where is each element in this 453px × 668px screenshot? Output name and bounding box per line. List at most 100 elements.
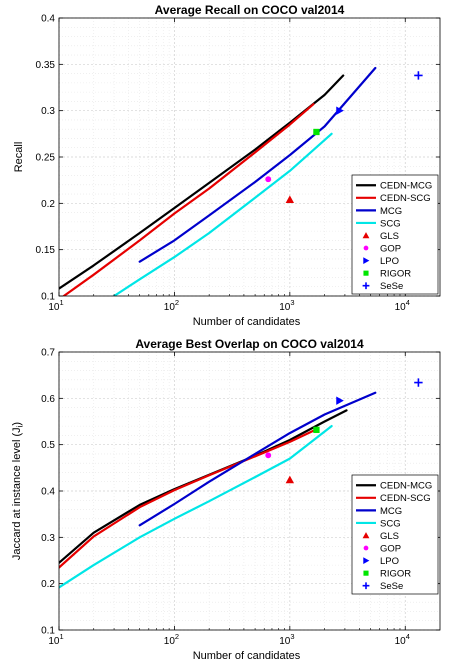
series-group (59, 66, 423, 296)
x-tick-label-exponent: 4 (406, 298, 410, 307)
y-tick-label: 0.2 (41, 199, 55, 210)
chart-title: Average Recall on COCO val2014 (155, 3, 345, 17)
x-tick-label: 102 (164, 298, 179, 313)
x-tick-label-exponent: 3 (290, 632, 294, 641)
y-tick-label: 0.25 (36, 153, 56, 164)
y-axis-label: Recall (13, 142, 25, 173)
x-tick-label: 104 (395, 632, 410, 647)
legend-label-cedn-scg: CEDN-SCG (380, 193, 431, 204)
x-tick-label: 103 (279, 298, 294, 313)
y-axis-label: Jaccard at instance level (Ji) (11, 422, 25, 560)
series-line-cedn-scg (59, 429, 315, 569)
x-tick-label: 103 (279, 632, 294, 647)
x-axis-label: Number of candidates (193, 650, 301, 662)
legend-marker-rigor (363, 570, 369, 576)
legend-label-mcg: MCG (380, 506, 402, 517)
y-tick-label: 0.4 (41, 487, 55, 498)
legend-label-lpo: LPO (380, 556, 399, 567)
legend-marker-lpo (363, 557, 370, 565)
legend-label-gop: GOP (380, 543, 401, 554)
x-tick-label-exponent: 2 (175, 632, 179, 641)
y-axis-label-text: Recall (13, 142, 25, 173)
x-tick-label: 102 (164, 632, 179, 647)
x-tick-label: 104 (395, 298, 410, 313)
y-axis-label-text: Jaccard at instance level (J (11, 427, 23, 560)
legend-marker-lpo (363, 257, 370, 265)
data-point-sese (414, 71, 423, 80)
legend-label-cedn-mcg: CEDN-MCG (380, 181, 432, 192)
legend-label-scg: SCG (380, 518, 401, 529)
data-point-sese (414, 378, 423, 387)
grid (58, 17, 440, 297)
x-tick-label-base: 10 (395, 636, 407, 647)
x-axis-label: Number of candidates (193, 316, 301, 328)
legend-label-rigor: RIGOR (380, 269, 411, 280)
y-axis-label-suffix: ) (11, 422, 23, 426)
data-point-lpo (336, 106, 344, 115)
y-tick-label: 0.7 (41, 348, 55, 359)
series-line-mcg (138, 66, 377, 263)
data-point-gop (265, 176, 272, 183)
legend-label-cedn-scg: CEDN-SCG (380, 493, 431, 504)
y-tick-label: 0.1 (41, 292, 55, 303)
data-point-gls (285, 195, 295, 203)
x-tick-label-base: 10 (164, 302, 176, 313)
legend-label-cedn-mcg: CEDN-MCG (380, 481, 432, 492)
legend-label-gls: GLS (380, 231, 399, 242)
y-tick-label: 0.4 (41, 14, 55, 25)
x-tick-label-exponent: 1 (59, 632, 63, 641)
chart-panel-1: 101 102 103 1040.10.150.20.250.30.350.4Aver… (13, 3, 441, 328)
data-point-gls (285, 475, 295, 484)
x-tick-label-exponent: 3 (290, 298, 294, 307)
series-line-scg (59, 425, 333, 589)
legend-marker-rigor (363, 270, 369, 276)
legend-label-gop: GOP (380, 243, 401, 254)
data-point-lpo (336, 396, 344, 405)
legend-marker-gls (362, 532, 370, 539)
x-tick-label-exponent: 4 (406, 632, 410, 641)
x-tick-label-base: 10 (395, 302, 407, 313)
series-line-mcg (138, 391, 377, 527)
legend-marker-gop (363, 245, 369, 251)
series-line-cedn-scg (62, 103, 315, 296)
legend-label-sese: SeSe (380, 281, 403, 292)
x-tick-label-exponent: 2 (175, 298, 179, 307)
y-tick-label: 0.35 (36, 60, 56, 71)
legend-marker-gls (362, 232, 370, 239)
y-tick-label: 0.5 (41, 440, 55, 451)
y-tick-label: 0.6 (41, 394, 55, 405)
legend-marker-sese (362, 282, 370, 290)
x-tick-label-base: 10 (48, 302, 60, 313)
legend-label-scg: SCG (380, 218, 401, 229)
y-axis-label-subscript: i (16, 425, 25, 427)
chart-title: Average Best Overlap on COCO val2014 (135, 337, 364, 351)
data-point-rigor (313, 128, 320, 136)
x-tick-label-exponent: 1 (59, 298, 63, 307)
legend-marker-gop (363, 545, 369, 551)
x-tick-label: 101 (48, 632, 63, 647)
y-tick-label: 0.2 (41, 579, 55, 590)
x-tick-label-base: 10 (279, 302, 291, 313)
y-tick-label: 0.3 (41, 533, 55, 544)
legend-label-mcg: MCG (380, 206, 402, 217)
y-tick-label: 0.15 (36, 245, 56, 256)
legend-label-lpo: LPO (380, 256, 399, 267)
x-tick-label-base: 10 (164, 636, 176, 647)
chart-panel-2: 101 102 103 1040.10.20.30.40.50.60.7Average… (11, 337, 441, 662)
y-tick-label: 0.1 (41, 626, 55, 637)
legend-label-gls: GLS (380, 531, 399, 542)
series-group (59, 378, 423, 589)
y-tick-label: 0.3 (41, 106, 55, 117)
series-line-scg (112, 132, 333, 296)
legend-marker-sese (362, 582, 370, 590)
x-tick-label-base: 10 (279, 636, 291, 647)
data-point-gop (265, 452, 272, 459)
data-point-rigor (313, 426, 320, 433)
legend-label-rigor: RIGOR (380, 569, 411, 580)
